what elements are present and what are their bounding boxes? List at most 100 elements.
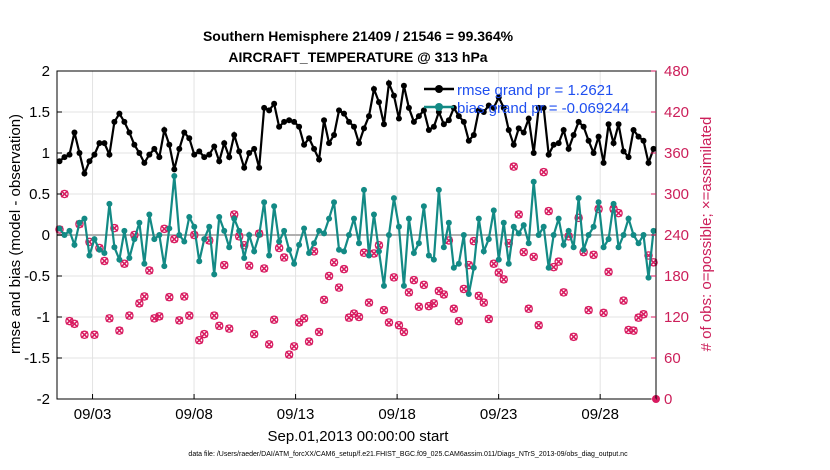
rmse-point [395, 115, 402, 122]
bias-point [251, 248, 258, 255]
bias-point [221, 227, 228, 234]
legend-rmse-label: rmse grand pr = 1.2621 [457, 82, 613, 99]
rmse-point [590, 150, 597, 156]
rmse-point [136, 150, 143, 156]
rmse-point [176, 145, 183, 152]
rmse-point [480, 109, 487, 115]
obs-possible-point [244, 261, 254, 270]
obs-assimilated-point [385, 318, 393, 327]
bias-point [341, 248, 348, 255]
obs-possible-point [389, 273, 399, 282]
obs-assimilated-point [160, 225, 169, 233]
obs-assimilated-point [509, 162, 518, 171]
bias-point [605, 236, 612, 243]
rmse-point [341, 110, 348, 117]
rmse-point [61, 154, 68, 161]
obs-assimilated-point [440, 290, 448, 299]
rmse-point [575, 118, 582, 125]
rmse-point [410, 118, 417, 125]
bias-point [106, 200, 113, 207]
bias-point [585, 232, 592, 238]
x-tick-label: 09/23 [480, 406, 518, 423]
obs-possible-point [324, 271, 334, 281]
obs-assimilated-point [499, 275, 508, 284]
rmse-point [630, 127, 637, 134]
bias-point [420, 203, 427, 210]
rmse-point [445, 117, 452, 124]
bias-point [400, 282, 407, 289]
rmse-point [221, 140, 228, 147]
bias-point [121, 227, 128, 234]
rmse-point [515, 125, 522, 132]
bias-point [405, 215, 412, 222]
bias-point [181, 238, 188, 245]
bias-point [465, 291, 472, 298]
obs-possible-point [414, 302, 424, 311]
rmse-point [360, 125, 367, 132]
obs-possible-point [110, 223, 119, 233]
obs-assimilated-point [400, 328, 408, 336]
bias-point [395, 223, 402, 230]
rmse-point [440, 121, 447, 128]
bias-point [620, 232, 627, 238]
bias-point [146, 211, 153, 218]
rmse-point [126, 129, 133, 136]
rmse-point [206, 151, 213, 158]
rmse-point [156, 154, 163, 161]
bias-point [211, 271, 218, 278]
bias-point [645, 274, 652, 281]
obs-possible-point [329, 258, 339, 267]
obs-possible-point [70, 319, 79, 329]
rmse-point [301, 141, 308, 148]
bias-point [231, 215, 238, 222]
obs-assimilated-point [245, 261, 253, 270]
bias-point [580, 246, 587, 253]
obs-assimilated-point [195, 336, 204, 344]
rmse-point [420, 107, 427, 114]
rmse-point [390, 92, 397, 99]
bias-point [246, 232, 253, 238]
obs-possible-point [544, 206, 553, 216]
left-tick-label: 1 [42, 145, 50, 162]
obs-assimilated-point [225, 324, 233, 333]
bias-point [56, 225, 63, 232]
rmse-point [595, 133, 602, 140]
obs-possible-point [429, 299, 439, 308]
obs-possible-point [135, 299, 144, 308]
y-axis-label-left: rmse and bias (model - observation) [7, 114, 24, 354]
obs-possible-point [529, 252, 538, 262]
bias-point [560, 241, 567, 248]
rmse-point [346, 118, 353, 125]
obs-possible-point [384, 318, 394, 327]
bias-point [291, 260, 298, 267]
obs-possible-point [494, 268, 504, 277]
obs-assimilated-point [599, 309, 608, 317]
bias-point [615, 244, 622, 251]
legend-bias-label: bias grand pr = -0.069244 [457, 100, 629, 117]
rmse-point [425, 127, 432, 134]
obs-possible-point [214, 321, 224, 331]
obs-assimilated-point [395, 321, 403, 329]
obs-assimilated-point [280, 253, 288, 262]
bias-point [410, 250, 417, 257]
obs-possible-point [574, 213, 583, 223]
bias-point [355, 240, 362, 247]
obs-assimilated-point [480, 298, 488, 307]
obs-assimilated-point [285, 350, 293, 359]
obs-possible-point [539, 167, 548, 177]
obs-assimilated-point [80, 331, 89, 339]
rmse-point [311, 145, 318, 152]
obs-possible-point [145, 266, 154, 275]
rmse-point [261, 104, 268, 111]
rmse-point [380, 121, 387, 128]
obs-assimilated-point [320, 296, 328, 304]
legend-bias-marker [435, 103, 443, 111]
obs-assimilated-point [425, 302, 433, 310]
left-tick-label: 0.5 [29, 186, 50, 203]
obs-assimilated-point [534, 321, 543, 329]
obs-possible-point [224, 324, 234, 333]
bias-point [296, 241, 303, 248]
legend: rmse grand pr = 1.2621 bias grand pr = -… [424, 82, 629, 117]
rmse-point [550, 141, 557, 148]
